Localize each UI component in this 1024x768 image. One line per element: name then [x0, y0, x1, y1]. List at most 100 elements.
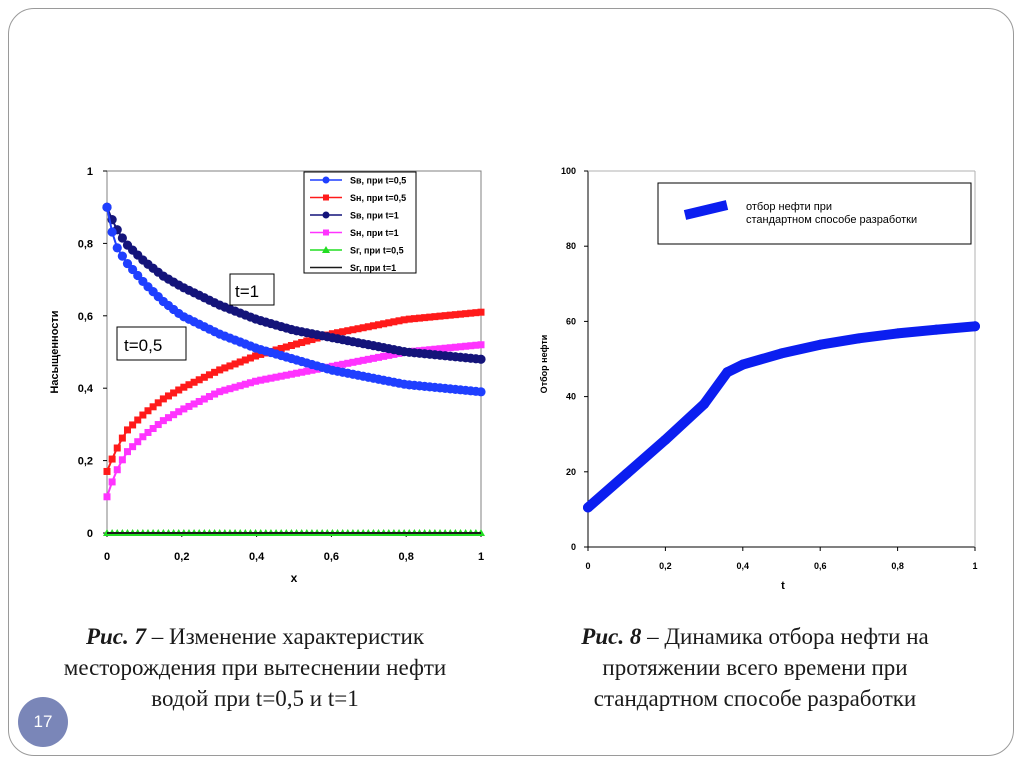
legend-line-0 [683, 200, 729, 220]
series-1-point [395, 317, 403, 325]
series-1-point [446, 311, 454, 319]
series-line-0 [583, 321, 980, 513]
series-1-point [190, 378, 198, 386]
series-3-point [282, 371, 290, 379]
series-3-point [149, 425, 157, 433]
series-0-point [737, 359, 748, 370]
series-3-point [118, 456, 126, 464]
y-axis-label: Насыщенности [49, 310, 61, 393]
series-1-point [185, 381, 193, 389]
series-1-point [108, 455, 116, 463]
x-tick-label: 0,2 [174, 551, 189, 563]
legend-marker-1 [323, 194, 329, 201]
series-3-point [257, 376, 265, 384]
annotation-box-t05 [116, 326, 187, 361]
y-tick-label: 20 [566, 467, 576, 477]
series-1-point [349, 326, 357, 334]
series-3-point [103, 493, 111, 501]
series-3-point [298, 368, 306, 376]
series-3-point [287, 370, 295, 378]
series-1-point [216, 366, 224, 374]
series-1-point [287, 342, 295, 350]
x-tick-label: 0,6 [324, 551, 339, 563]
series-0-point [133, 270, 143, 281]
series-3-point [446, 344, 454, 352]
x-tick-label: 0 [585, 561, 590, 571]
series-3-point [436, 345, 444, 353]
series-1-point [164, 392, 172, 400]
y-tick-label: 0 [87, 528, 93, 540]
series-0-point [112, 243, 122, 253]
series-1-point [221, 364, 229, 372]
series-1-point [236, 358, 244, 366]
series-1-point [252, 352, 260, 360]
series-3-point [129, 443, 137, 451]
legend-marker-4 [322, 246, 330, 253]
series-3-point [451, 343, 459, 351]
figure-7-caption: Рис. 7 – Изменение характеристик месторо… [40, 621, 470, 714]
series-1-point [405, 315, 413, 323]
y-tick-label: 0,2 [78, 456, 93, 468]
annotation-t05: t=0,5 [124, 336, 162, 355]
series-3-point [123, 448, 131, 456]
series-1-point [159, 395, 167, 403]
series-1-point [400, 316, 408, 324]
series-3-point [241, 380, 249, 388]
series-1-point [457, 310, 465, 318]
series-3-point [380, 352, 388, 360]
series-3-point [246, 379, 254, 387]
series-1-point [205, 371, 213, 379]
x-axis-label: x [291, 571, 298, 585]
annotation-box-t1 [229, 273, 275, 306]
legend-marker-2 [322, 211, 330, 219]
series-3-point [154, 421, 162, 429]
series-1-point [282, 343, 290, 351]
series-1-point [334, 329, 342, 337]
series-1-point [339, 328, 347, 336]
y-axis-label: Отбор нефти [539, 335, 549, 394]
series-1-point [226, 362, 234, 370]
series-1-point [277, 344, 285, 352]
series-3-point [364, 355, 372, 363]
legend-box [303, 171, 417, 274]
series-3-point [349, 358, 357, 366]
series-3-point [205, 393, 213, 401]
series-3-point [185, 402, 193, 410]
series-1-point [441, 312, 449, 320]
figure-8-caption: Рис. 8 – Динамика отбора нефти на протяж… [540, 621, 970, 714]
series-3-point [472, 341, 480, 349]
x-tick-label: 0,6 [814, 561, 827, 571]
series-2-point [117, 233, 127, 243]
series-3-point [385, 351, 393, 359]
series-1-point [375, 321, 383, 329]
figure-8-label: Рис. 8 [581, 624, 642, 649]
legend-entry-3: Sн, при t=1 [350, 228, 399, 238]
x-tick-label: 1 [478, 551, 484, 563]
series-0-point [122, 258, 133, 269]
series-1-point [195, 376, 203, 384]
series-1-point [298, 339, 306, 347]
series-0-point [970, 321, 980, 332]
series-3-point [180, 405, 188, 413]
series-3-point [221, 386, 229, 394]
y-tick-label: 1 [87, 166, 93, 178]
series-1-point [154, 399, 162, 407]
series-1-point [359, 324, 367, 332]
series-1-point [467, 309, 475, 317]
series-1-point [134, 416, 142, 424]
legend-marker-3 [323, 229, 329, 236]
series-3-point [344, 359, 352, 367]
figure-8-dash: – [641, 624, 665, 649]
y-tick-label: 0 [571, 542, 576, 552]
series-0-point [931, 324, 942, 335]
series-2-point [476, 354, 486, 364]
legend-entry-5: Sг, при t=1 [350, 263, 396, 273]
series-3-point [359, 356, 367, 364]
series-1-point [344, 327, 352, 335]
series-1-point [170, 389, 178, 397]
legend-entry-4: Sг, при t=0,5 [350, 246, 404, 256]
series-3-point [431, 345, 439, 353]
series-0-point [583, 502, 593, 513]
